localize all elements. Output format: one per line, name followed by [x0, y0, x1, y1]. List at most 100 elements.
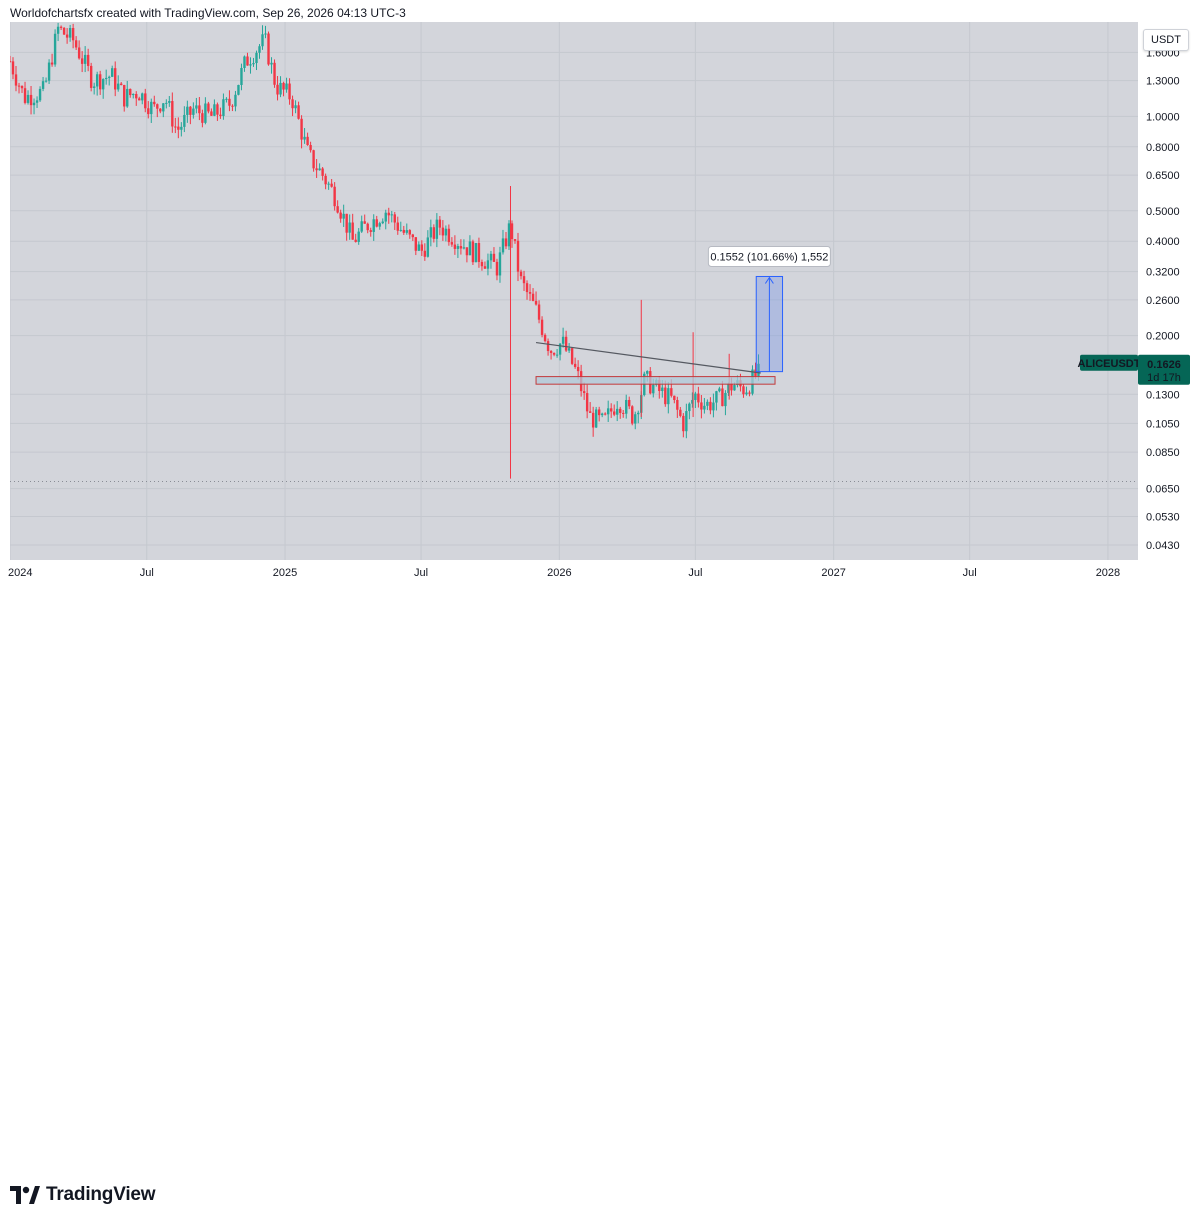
candle-body: [282, 82, 285, 90]
candle-body: [92, 86, 96, 88]
candle-body: [507, 223, 511, 247]
time-tick-label: Jul: [140, 567, 154, 579]
price-tick-label: 0.1300: [1146, 389, 1180, 401]
candle-body: [685, 411, 688, 432]
candle-body: [309, 145, 312, 151]
price-tick-label: 0.1050: [1146, 418, 1180, 430]
price-tick-label: 0.0850: [1146, 447, 1180, 459]
chart-svg[interactable]: 0.1552 (101.66%) 1,552 ALICEUSDT: [8, 22, 1141, 560]
time-tick-label: 2024: [8, 567, 32, 579]
candle-body: [613, 411, 616, 415]
candle-body: [628, 399, 631, 407]
chart-header-caption: Worldofchartsfx created with TradingView…: [10, 6, 406, 20]
candle-body: [516, 240, 520, 272]
candle-body: [706, 401, 709, 406]
candle-body: [408, 230, 411, 235]
time-tick-label: Jul: [963, 567, 977, 579]
candle-body: [59, 26, 63, 28]
footer: TradingView: [0, 586, 1200, 1205]
chart-plot-area[interactable]: 0.1552 (101.66%) 1,552 ALICEUSDT: [8, 22, 1141, 560]
candle-body: [264, 33, 267, 35]
candle-body: [11, 61, 15, 75]
candle-body: [56, 26, 60, 34]
candle-body: [20, 85, 24, 89]
candle-body: [504, 238, 508, 247]
candle-body: [573, 363, 577, 367]
candles-group: [8, 22, 760, 439]
candle-body: [567, 348, 571, 351]
support-zone: [535, 376, 776, 385]
candle-body: [180, 126, 183, 130]
candle-body: [114, 68, 117, 90]
candle-body: [351, 222, 354, 240]
candle-body: [111, 68, 114, 77]
candle-body: [381, 221, 384, 224]
candle-body: [333, 186, 336, 207]
time-tick-label: Jul: [688, 567, 702, 579]
price-tick-label: 0.2000: [1146, 331, 1180, 343]
candle-body: [552, 352, 556, 355]
candle-body: [246, 56, 249, 66]
candle-body: [204, 103, 207, 123]
candle-body: [585, 393, 589, 412]
price-tick-label: 0.2600: [1146, 295, 1180, 307]
candle-body: [495, 261, 499, 276]
candle-body: [17, 85, 21, 87]
candle-body: [679, 409, 682, 416]
candle-body: [32, 102, 36, 106]
candle-body: [661, 387, 664, 392]
candle-body: [393, 214, 396, 223]
candle-body: [519, 271, 523, 277]
candle-countdown: 1d 17h: [1147, 372, 1181, 384]
candle-body: [354, 239, 357, 242]
candle-body: [276, 84, 279, 95]
candle-body: [129, 88, 132, 96]
candle-body: [123, 85, 126, 107]
candle-body: [757, 363, 760, 377]
candle-body: [745, 392, 748, 395]
candle-body: [135, 93, 138, 99]
candle-body: [399, 229, 402, 231]
candle-body: [730, 383, 733, 391]
candle-body: [98, 74, 102, 90]
time-tick-label: 2028: [1096, 567, 1120, 579]
candle-body: [616, 408, 619, 415]
currency-label[interactable]: USDT: [1143, 29, 1189, 51]
candle-body: [291, 99, 294, 109]
candle-body: [177, 126, 180, 130]
candle-body: [162, 103, 165, 112]
price-axis[interactable]: 1.6000 1.3000 1.0000 0.8000 0.6500 0.5000 0.40…: [1138, 22, 1200, 560]
candle-body: [294, 105, 297, 109]
candle-body: [561, 336, 565, 344]
candle-body: [564, 336, 568, 351]
candle-body: [417, 244, 421, 251]
candle-body: [213, 104, 216, 116]
time-axis[interactable]: 2024 Jul 2025 Jul 2026 Jul 2027 Jul 2028: [0, 560, 1138, 586]
candle-body: [225, 98, 228, 100]
candle-body: [582, 391, 586, 394]
candle-body: [748, 392, 751, 394]
tradingview-logo-icon: [10, 1186, 40, 1204]
candle-body: [117, 83, 120, 90]
candle-body: [95, 74, 99, 87]
candle-body: [336, 206, 339, 213]
price-tick-label: 0.0530: [1146, 511, 1180, 523]
candle-body: [622, 412, 625, 414]
candle-body: [270, 62, 273, 65]
candle-body: [8, 61, 12, 63]
candle-body: [156, 104, 159, 109]
candle-body: [234, 94, 237, 107]
candle-body: [474, 243, 478, 263]
candle-body: [26, 94, 30, 103]
candle-body: [159, 108, 162, 112]
candle-body: [357, 231, 360, 242]
candle-body: [345, 213, 348, 233]
candle-body: [501, 238, 505, 253]
candle-body: [426, 237, 430, 257]
price-tick-label: 0.6500: [1146, 170, 1180, 182]
candle-body: [231, 105, 234, 107]
candle-body: [673, 395, 676, 401]
candle-body: [303, 136, 306, 140]
candle-body: [405, 230, 408, 233]
tradingview-logo[interactable]: TradingView: [10, 1184, 156, 1206]
